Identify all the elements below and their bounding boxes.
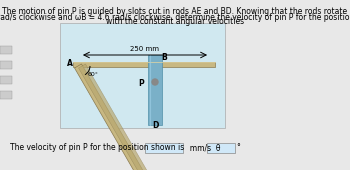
Bar — [0, 91, 12, 99]
Bar — [0, 46, 12, 54]
Text: The velocity of pin P for the position shown is: The velocity of pin P for the position s… — [10, 143, 184, 152]
Bar — [73, 62, 215, 67]
Bar — [0, 76, 12, 84]
Text: 60°: 60° — [88, 72, 99, 77]
Bar — [0, 61, 12, 69]
Text: P: P — [138, 79, 144, 88]
Polygon shape — [75, 64, 161, 170]
Polygon shape — [78, 64, 166, 170]
FancyBboxPatch shape — [145, 143, 183, 153]
Bar — [60, 23, 225, 128]
Text: mm/s  θ: mm/s θ — [185, 143, 220, 152]
Circle shape — [152, 79, 158, 85]
FancyBboxPatch shape — [207, 143, 235, 153]
Text: The motion of pin P is guided by slots cut in rods AE and BD. Knowing that the r: The motion of pin P is guided by slots c… — [2, 7, 348, 26]
Text: B: B — [161, 54, 167, 63]
Text: ωA = 4 rad/s clockwise and ωB = 4.6 rad/s clockwise, determine the velocity of p: ωA = 4 rad/s clockwise and ωB = 4.6 rad/… — [0, 13, 350, 22]
Text: D: D — [152, 121, 158, 130]
Text: A: A — [67, 58, 73, 67]
Bar — [148, 55, 162, 125]
Text: °: ° — [236, 143, 240, 152]
Text: 250 mm: 250 mm — [131, 46, 160, 52]
